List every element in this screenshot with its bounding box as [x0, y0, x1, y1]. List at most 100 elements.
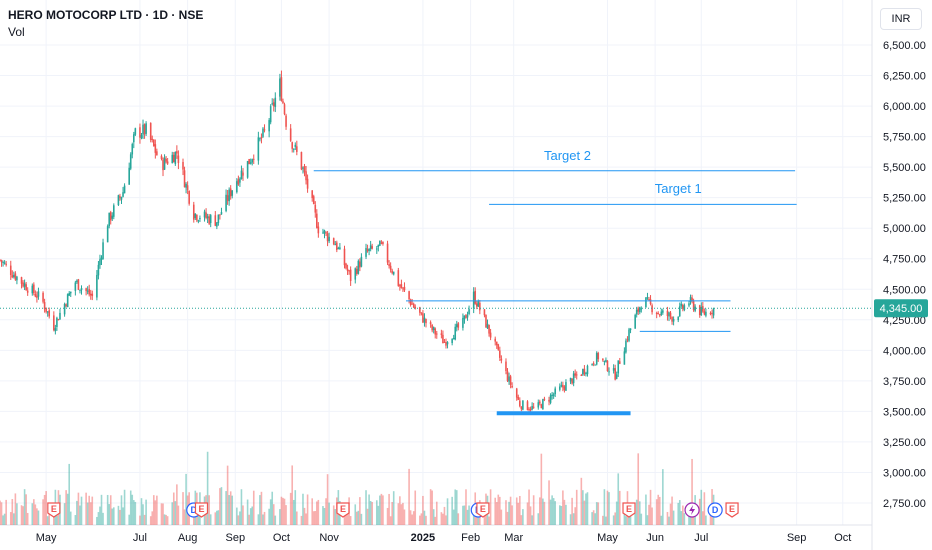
volume-bar — [36, 508, 38, 525]
candle-body — [192, 204, 195, 220]
volume-bar — [408, 468, 410, 525]
volume-bar — [48, 509, 51, 525]
volume-bar — [280, 496, 283, 525]
candle-body — [3, 262, 6, 264]
volume-bar — [409, 510, 412, 525]
volume-bar — [291, 465, 294, 525]
candle-body — [703, 311, 706, 315]
volume-bar — [79, 505, 81, 525]
y-tick-label: 6,500.00 — [883, 40, 926, 52]
candle-body — [314, 204, 317, 213]
volume-bar — [312, 511, 315, 525]
volume-bar — [628, 516, 630, 525]
candle-body — [86, 290, 89, 292]
candle-body — [302, 167, 304, 169]
volume-bar — [323, 508, 326, 525]
candle-body — [339, 247, 341, 250]
candle-body — [649, 299, 652, 304]
candle-body — [346, 268, 349, 272]
volume-bar — [88, 495, 90, 525]
candle-body — [552, 394, 555, 396]
volume-bar — [565, 504, 567, 525]
volume-bar — [591, 512, 593, 525]
volume-bar — [638, 501, 641, 525]
volume-bar — [466, 509, 469, 525]
volume-bar — [111, 508, 114, 525]
x-tick-label: Nov — [319, 532, 339, 544]
volume-bar — [508, 501, 510, 525]
volume-bar — [26, 512, 29, 525]
candle-body — [702, 306, 704, 312]
candle-body — [291, 142, 294, 149]
volume-bar — [149, 516, 152, 525]
candle-body — [176, 151, 178, 154]
volume-bar — [666, 511, 669, 525]
y-tick-label: 5,250.00 — [883, 193, 926, 205]
candle-body — [462, 317, 464, 328]
y-tick-label: 6,000.00 — [883, 101, 926, 113]
candle-body — [594, 364, 596, 366]
volume-bar — [225, 491, 227, 525]
candle-body — [66, 294, 69, 308]
currency-button[interactable]: INR — [880, 8, 922, 30]
volume-bar — [637, 453, 640, 525]
volume-bar — [229, 491, 232, 525]
candle-body — [33, 284, 35, 294]
volume-bar — [419, 515, 421, 525]
volume-bar — [80, 496, 83, 525]
candle-body — [711, 312, 713, 314]
candle-body — [292, 148, 295, 150]
candle-body — [522, 400, 524, 410]
indicator-label[interactable]: Vol — [8, 25, 25, 39]
candle-body — [669, 312, 672, 317]
candle-body — [614, 368, 616, 380]
volume-bar — [314, 511, 317, 525]
volume-bar — [454, 489, 457, 525]
volume-bar — [122, 507, 124, 525]
candle-body — [371, 246, 373, 249]
volume-bar — [162, 503, 164, 525]
volume-bar — [246, 499, 249, 525]
volume-bar — [506, 511, 509, 525]
volume-bar — [645, 494, 647, 525]
candle-body — [131, 144, 134, 155]
candle-body — [325, 232, 327, 234]
candle-body — [188, 190, 190, 204]
volume-bar — [226, 465, 229, 525]
volume-bar — [571, 497, 573, 525]
volume-bar — [237, 515, 240, 525]
volume-bar — [560, 505, 563, 525]
volume-bar — [16, 503, 18, 525]
earnings-marker — [47, 502, 61, 518]
candle-body — [317, 226, 320, 234]
volume-bar — [174, 501, 177, 525]
candle-body — [22, 282, 24, 287]
volume-bar — [96, 516, 98, 525]
candle-body — [606, 360, 609, 372]
candle-body — [122, 192, 124, 197]
volume-bar — [45, 491, 47, 525]
candle-body — [268, 120, 270, 132]
candle-body — [683, 305, 686, 310]
volume-bar — [371, 502, 373, 525]
volume-bar — [123, 489, 126, 525]
volume-bar — [402, 502, 404, 525]
volume-bar — [463, 505, 466, 525]
volume-bar — [183, 509, 186, 525]
volume-bar — [129, 490, 132, 525]
volume-bar — [119, 509, 121, 525]
candle-body — [355, 268, 358, 274]
y-tick-label: 2,750.00 — [883, 498, 926, 510]
candle-body — [74, 282, 77, 291]
volume-bar — [85, 492, 87, 525]
candle-body — [182, 162, 184, 170]
volume-bar — [522, 509, 524, 525]
candle-body — [408, 291, 410, 300]
candle-body — [37, 291, 40, 297]
candle-body — [572, 373, 575, 384]
volume-bar — [414, 490, 417, 525]
volume-bar — [365, 490, 367, 525]
volume-bar — [542, 498, 544, 525]
candle-body — [457, 323, 460, 328]
